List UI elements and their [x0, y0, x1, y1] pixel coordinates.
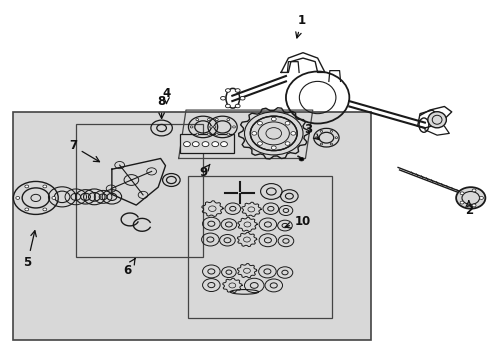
Circle shape [207, 118, 210, 121]
Circle shape [257, 142, 262, 145]
Bar [76, 125, 203, 257]
Circle shape [315, 137, 317, 139]
Circle shape [226, 133, 229, 135]
Circle shape [271, 117, 276, 121]
Circle shape [192, 141, 199, 147]
Circle shape [329, 130, 332, 132]
Circle shape [183, 141, 190, 147]
Circle shape [16, 197, 20, 199]
Circle shape [25, 185, 29, 188]
Text: 6: 6 [123, 258, 135, 277]
Circle shape [202, 141, 208, 147]
Circle shape [207, 133, 210, 135]
Circle shape [290, 132, 295, 135]
Circle shape [190, 126, 193, 128]
Circle shape [335, 137, 337, 139]
Text: 9: 9 [199, 164, 209, 179]
Circle shape [320, 130, 322, 132]
Circle shape [43, 185, 47, 188]
Circle shape [471, 189, 475, 192]
Circle shape [459, 201, 463, 204]
Circle shape [329, 143, 332, 145]
Text: 7: 7 [69, 139, 99, 162]
Circle shape [257, 121, 262, 125]
Circle shape [235, 104, 240, 108]
Text: 4: 4 [162, 87, 170, 104]
Circle shape [211, 141, 218, 147]
Circle shape [226, 118, 229, 121]
Circle shape [215, 118, 218, 121]
Text: 2: 2 [464, 201, 472, 217]
Circle shape [320, 143, 322, 145]
Circle shape [52, 197, 56, 199]
Circle shape [271, 146, 276, 149]
Circle shape [459, 192, 463, 195]
Circle shape [240, 96, 244, 100]
Text: 3: 3 [303, 123, 319, 140]
Bar [180, 134, 233, 153]
Circle shape [479, 197, 483, 199]
Circle shape [455, 187, 485, 209]
Circle shape [215, 133, 218, 135]
Circle shape [220, 141, 227, 147]
Circle shape [196, 118, 198, 121]
Circle shape [285, 121, 289, 125]
Circle shape [225, 89, 230, 92]
Text: 8: 8 [157, 95, 165, 118]
Bar [188, 176, 331, 318]
Circle shape [209, 126, 212, 128]
Circle shape [220, 96, 225, 100]
Text: 5: 5 [23, 231, 36, 269]
Circle shape [299, 157, 304, 161]
Circle shape [285, 142, 289, 145]
Text: 1: 1 [295, 14, 305, 38]
Circle shape [43, 208, 47, 211]
Ellipse shape [427, 112, 446, 128]
Circle shape [25, 208, 29, 211]
Circle shape [251, 132, 256, 135]
Circle shape [225, 104, 230, 108]
Bar [13, 112, 370, 339]
Circle shape [213, 126, 216, 128]
Circle shape [235, 89, 240, 92]
Text: 10: 10 [285, 215, 310, 228]
Circle shape [196, 133, 198, 135]
Circle shape [471, 204, 475, 207]
Circle shape [244, 112, 303, 155]
Circle shape [232, 126, 235, 128]
